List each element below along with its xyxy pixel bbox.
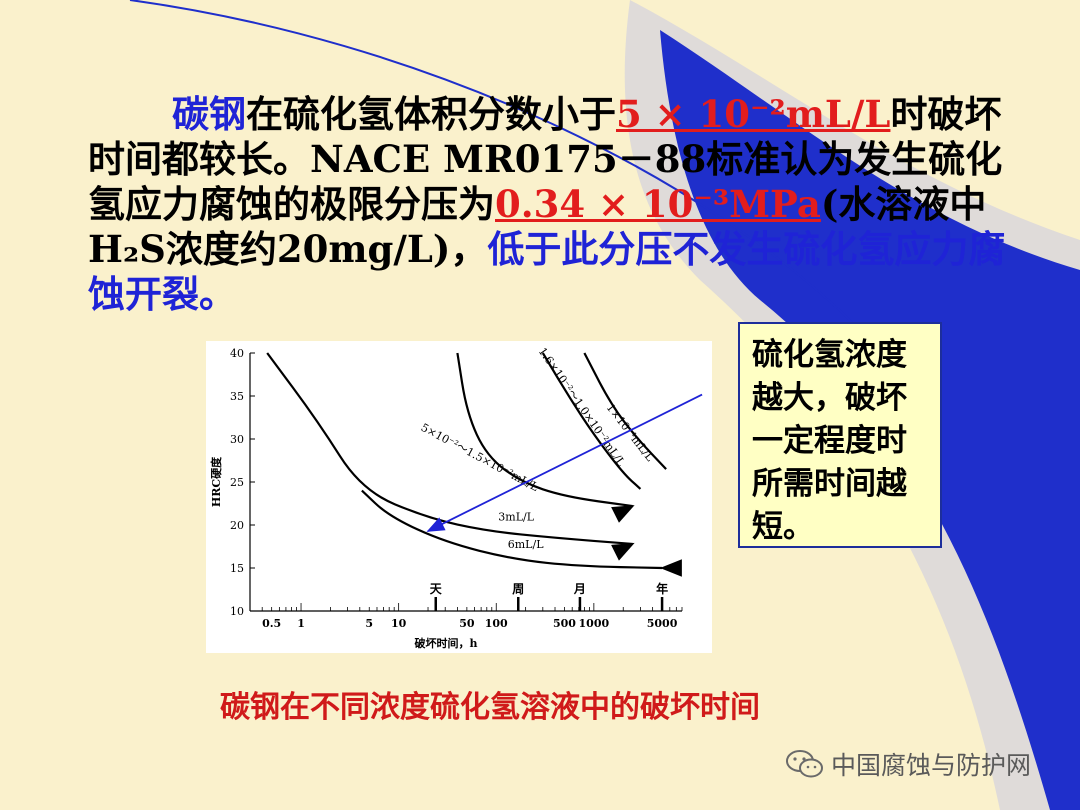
y-tick-label: 20: [230, 519, 244, 532]
x-tick-label: 1000: [579, 617, 610, 630]
time-marker-label: 天: [430, 582, 443, 596]
x-tick-label: 100: [485, 617, 508, 630]
concentration-threshold: 5 × 10⁻²mL/L: [616, 92, 891, 136]
conclusion-text: 低于此分压不发生硫化氢应力腐蚀开裂。: [88, 227, 1006, 316]
watermark: 中国腐蚀与防护网: [785, 744, 1031, 784]
figure-caption: 碳钢在不同浓度硫化氢溶液中的破坏时间: [220, 690, 760, 725]
x-tick-label: 1: [297, 617, 305, 630]
y-tick-label: 10: [230, 605, 244, 618]
note-callout: 硫化氢浓度越大，破坏一定程度时所需时间越短。: [738, 322, 942, 548]
watermark-text: 中国腐蚀与防护网: [831, 751, 1032, 780]
y-tick-label: 15: [230, 562, 244, 575]
annotation-arrow: [426, 393, 703, 532]
y-tick-label: 25: [230, 476, 244, 489]
y-axis-label: HRC硬度: [209, 456, 223, 507]
x-tick-label: 500: [553, 617, 576, 630]
carbon-steel-term: 碳钢: [172, 92, 246, 136]
x-tick-label: 10: [391, 617, 407, 630]
paragraph-text-1: 在硫化氢体积分数小于: [246, 92, 616, 136]
x-tick-label: 50: [459, 617, 475, 630]
time-marker-label: 年: [656, 581, 668, 596]
x-axis-label: 破坏时间，h: [415, 636, 478, 650]
x-tick-label: 5000: [647, 617, 678, 630]
y-tick-label: 30: [230, 433, 244, 446]
series-line: [456, 352, 635, 512]
main-paragraph: 碳钢在硫化氢体积分数小于5 × 10⁻²mL/L时破坏时间都较长。NACE MR…: [88, 92, 1028, 317]
partial-pressure-limit: 0.34 × 10⁻³MPa: [495, 182, 821, 226]
x-tick-label: 0.5: [262, 617, 281, 630]
paragraph-text-3: (水溶液中H₂S浓度约20mg/L)，: [88, 182, 987, 271]
series-line: [541, 352, 642, 490]
y-tick-label: 40: [230, 347, 244, 360]
wechat-icon: [786, 750, 823, 778]
x-tick-label: 5: [365, 617, 373, 630]
series-line: [583, 352, 667, 470]
paragraph-text-2: 时破坏时间都较长。NACE MR0175－88标准认为发生硫化氢应力腐蚀的极限分…: [88, 92, 1003, 226]
series-line: [266, 352, 635, 552]
time-marker-label: 周: [512, 582, 524, 596]
series-line: [361, 489, 665, 577]
series-label: 3mL/L: [498, 511, 534, 524]
series-label: 6mL/L: [508, 538, 544, 551]
chart-panel: 10 15 20 25 30 35 40 0.5 1 5 10 50 100 500 1000 5000 破坏时…: [206, 341, 712, 653]
time-marker-label: 月: [573, 582, 586, 596]
y-tick-label: 35: [230, 390, 244, 403]
